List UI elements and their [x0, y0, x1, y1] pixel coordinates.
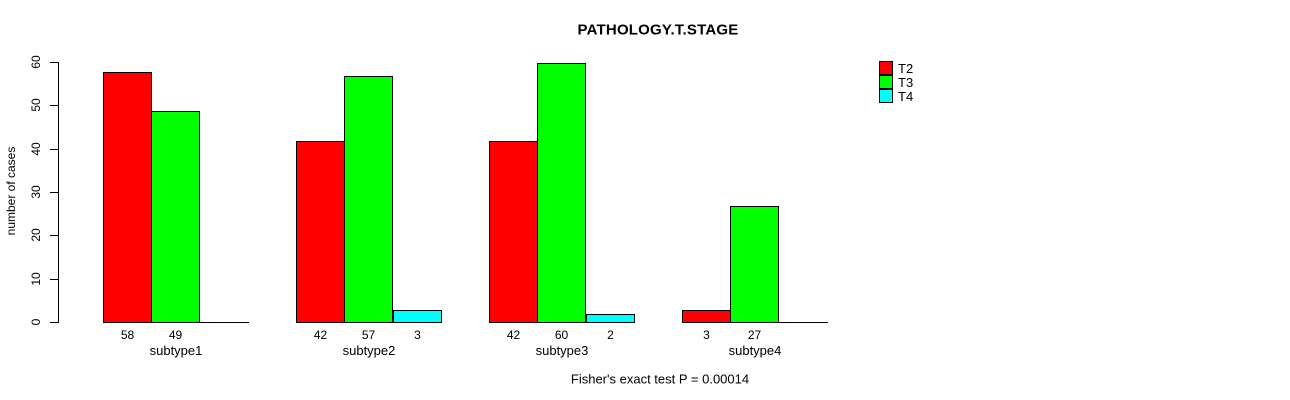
y-axis-tick-label: 50: [29, 98, 43, 112]
bar-value-label: 42: [313, 328, 328, 342]
bar-value-label: 58: [120, 328, 135, 342]
chart-title: PATHOLOGY.T.STAGE: [577, 21, 739, 39]
legend: T2 T3 T4: [879, 61, 913, 103]
y-axis-tick: [50, 322, 58, 323]
bar-value-label: 2: [607, 328, 614, 342]
category-label: subtype4: [728, 343, 782, 358]
bar-value-label: 49: [168, 328, 183, 342]
legend-item: T3: [879, 75, 913, 89]
legend-label: T2: [898, 60, 914, 76]
bar-value-label: 3: [414, 328, 421, 342]
bar-value-label: 42: [506, 328, 521, 342]
bar-T3-subtype2: [344, 76, 393, 323]
bar-T2-subtype2: [296, 141, 345, 323]
bar-T3-subtype3: [537, 63, 586, 323]
y-axis-line: [58, 62, 59, 323]
bar-value-label: 27: [747, 328, 762, 342]
y-axis-tick-label: 40: [29, 142, 43, 156]
y-axis-tick: [50, 279, 58, 280]
y-axis-tick: [50, 149, 58, 150]
y-axis-tick: [50, 192, 58, 193]
y-axis-tick: [50, 62, 58, 63]
bar-value-label: 60: [554, 328, 569, 342]
y-axis-tick: [50, 235, 58, 236]
bar-T3-subtype1: [151, 111, 200, 323]
category-label: subtype2: [342, 343, 396, 358]
y-axis-tick-label: 60: [29, 55, 43, 69]
bar-T2-subtype1: [103, 72, 152, 323]
category-label: subtype1: [149, 343, 203, 358]
legend-item: T4: [879, 89, 913, 103]
bar-T4-subtype2: [393, 310, 442, 323]
legend-swatch-T3: [879, 75, 893, 89]
y-axis-tick-label: 30: [29, 185, 43, 199]
bar-T2-subtype3: [489, 141, 538, 323]
legend-label: T3: [898, 74, 914, 90]
bar-value-label: 3: [703, 328, 710, 342]
legend-swatch-T4: [879, 89, 893, 103]
bar-T4-subtype3: [586, 314, 635, 323]
y-axis-tick-label: 0: [29, 318, 43, 326]
bar-T2-subtype4: [682, 310, 731, 323]
fisher-test-annotation: Fisher's exact test P = 0.00014: [570, 371, 750, 387]
legend-swatch-T2: [879, 61, 893, 75]
bar-value-label: 57: [361, 328, 376, 342]
y-axis-tick-label: 10: [29, 272, 43, 286]
legend-label: T4: [898, 88, 914, 104]
category-label: subtype3: [535, 343, 589, 358]
y-axis-tick: [50, 105, 58, 106]
legend-item: T2: [879, 61, 913, 75]
bar-T3-subtype4: [730, 206, 779, 323]
y-axis-tick-label: 20: [29, 228, 43, 242]
